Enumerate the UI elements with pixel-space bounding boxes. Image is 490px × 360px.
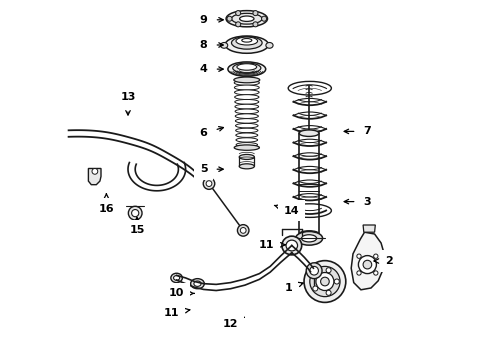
Text: 9: 9 [199,15,223,25]
Ellipse shape [301,235,317,242]
Circle shape [357,271,361,275]
Ellipse shape [225,36,269,53]
Text: 13: 13 [121,92,136,115]
Ellipse shape [237,64,257,70]
Text: 6: 6 [199,127,223,138]
Ellipse shape [239,154,254,159]
Ellipse shape [231,36,262,49]
Circle shape [374,254,378,258]
Text: 11: 11 [164,308,190,318]
Text: 5: 5 [200,164,223,174]
Ellipse shape [236,143,258,147]
Text: 7: 7 [344,126,371,136]
Circle shape [334,279,339,284]
Circle shape [227,16,232,21]
Ellipse shape [171,273,182,283]
Circle shape [306,263,322,279]
Text: 2: 2 [374,256,393,266]
Ellipse shape [239,164,254,169]
Circle shape [92,168,98,174]
Circle shape [206,181,212,186]
Ellipse shape [299,231,319,237]
Ellipse shape [235,118,258,123]
Ellipse shape [173,276,180,280]
Circle shape [310,266,318,275]
Ellipse shape [234,145,259,150]
Ellipse shape [235,104,259,109]
Ellipse shape [235,99,259,104]
Circle shape [238,225,249,236]
Circle shape [253,10,258,15]
Circle shape [253,22,258,27]
Ellipse shape [194,281,201,287]
Ellipse shape [234,85,259,90]
Ellipse shape [228,62,266,76]
Ellipse shape [299,130,319,136]
Circle shape [203,178,215,189]
Ellipse shape [220,42,228,48]
Text: 4: 4 [199,64,223,74]
Circle shape [240,228,246,233]
Circle shape [304,261,346,302]
Ellipse shape [128,206,142,220]
Ellipse shape [234,80,259,85]
Ellipse shape [236,37,258,45]
Ellipse shape [132,210,139,217]
Ellipse shape [282,236,302,255]
Ellipse shape [266,42,273,48]
Text: 11: 11 [259,240,285,250]
Ellipse shape [235,114,258,118]
Circle shape [310,266,340,297]
Ellipse shape [235,90,259,95]
Circle shape [262,16,267,21]
Ellipse shape [240,16,254,22]
Ellipse shape [236,133,258,138]
Ellipse shape [231,13,262,24]
Text: 8: 8 [200,40,223,50]
Circle shape [358,256,376,274]
Polygon shape [363,225,375,232]
Circle shape [363,260,372,269]
Circle shape [313,286,318,291]
Ellipse shape [236,138,258,142]
Circle shape [326,268,331,273]
Circle shape [313,272,318,277]
Ellipse shape [235,109,259,114]
Ellipse shape [226,10,268,27]
Polygon shape [88,168,101,185]
Text: 15: 15 [129,217,145,235]
Circle shape [236,22,241,27]
Circle shape [357,254,361,258]
Ellipse shape [236,123,258,128]
Polygon shape [351,232,385,290]
Ellipse shape [191,279,204,289]
Circle shape [320,277,329,286]
Text: 14: 14 [274,205,299,216]
Ellipse shape [242,39,252,42]
Text: 12: 12 [223,317,244,329]
Circle shape [374,271,378,275]
Ellipse shape [235,95,259,99]
Ellipse shape [286,240,297,251]
Ellipse shape [295,231,322,245]
Circle shape [316,273,334,291]
Text: 16: 16 [98,194,114,214]
Text: 1: 1 [284,282,303,293]
Text: 10: 10 [169,288,194,298]
Circle shape [326,290,331,295]
Ellipse shape [233,63,261,73]
Circle shape [236,10,241,15]
Text: 3: 3 [344,197,371,207]
Ellipse shape [234,77,260,83]
Ellipse shape [236,128,258,133]
